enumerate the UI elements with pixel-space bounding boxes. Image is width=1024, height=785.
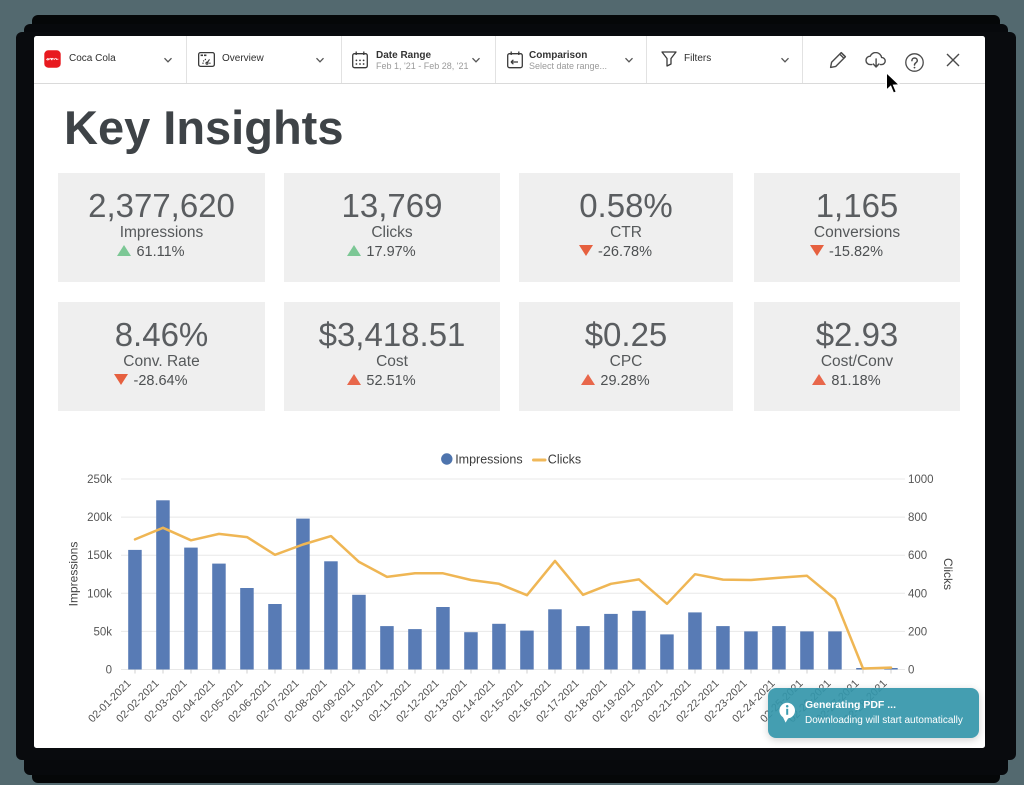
svg-text:Impressions: Impressions	[455, 452, 522, 466]
svg-text:800: 800	[908, 512, 927, 524]
svg-text:600: 600	[908, 550, 927, 562]
svg-text:150k: 150k	[87, 550, 112, 562]
svg-text:50k: 50k	[93, 626, 112, 638]
svg-text:0: 0	[908, 665, 914, 677]
svg-text:200k: 200k	[87, 512, 112, 524]
svg-text:250k: 250k	[87, 474, 112, 486]
svg-text:0: 0	[106, 665, 112, 677]
svg-text:Clicks: Clicks	[941, 558, 955, 590]
svg-text:Impressions: Impressions	[67, 542, 81, 607]
svg-text:400: 400	[908, 588, 927, 600]
svg-text:Clicks: Clicks	[548, 452, 581, 466]
svg-text:1000: 1000	[908, 474, 934, 486]
svg-text:100k: 100k	[87, 588, 112, 600]
svg-text:200: 200	[908, 626, 927, 638]
